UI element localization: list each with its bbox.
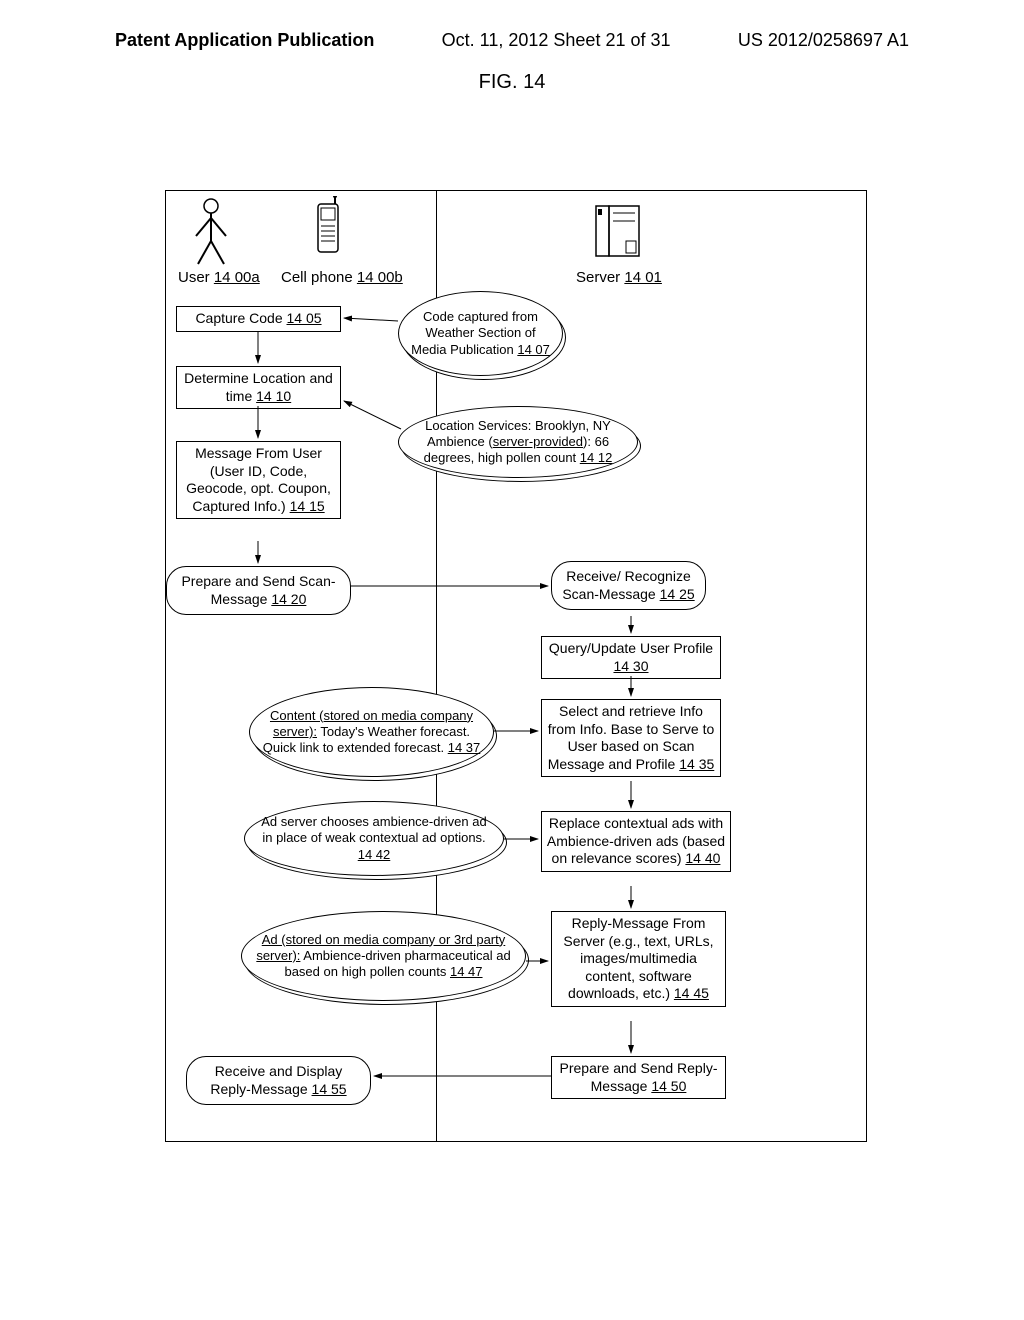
user-label: User 14 00a <box>178 269 260 286</box>
reply-message-server-box: Reply-Message From Server (e.g., text, U… <box>551 911 726 1007</box>
select-retrieve-info-box: Select and retrieve Info from Info. Base… <box>541 699 721 777</box>
phone-label: Cell phone 14 00b <box>281 269 403 286</box>
phone-icon <box>311 196 346 256</box>
message-from-user-box: Message From User (User ID, Code, Geocod… <box>176 441 341 519</box>
query-update-profile-box: Query/Update User Profile 14 30 <box>541 636 721 679</box>
header-date-sheet: Oct. 11, 2012 Sheet 21 of 31 <box>442 30 671 51</box>
ad-server-bubble: Ad server chooses ambience-driven ad in … <box>244 801 504 876</box>
ad-stored-bubble: Ad (stored on media company or 3rd party… <box>241 911 526 1001</box>
server-label: Server 14 01 <box>576 269 662 286</box>
server-icon <box>591 201 646 261</box>
location-services-bubble: Location Services: Brooklyn, NY Ambience… <box>398 406 638 478</box>
prepare-send-reply-box: Prepare and Send Reply-Message 14 50 <box>551 1056 726 1099</box>
code-captured-bubble: Code captured from Weather Section of Me… <box>398 291 563 376</box>
header-publication: Patent Application Publication <box>115 30 374 51</box>
figure-title: FIG. 14 <box>0 71 1024 94</box>
diagram-area: User 14 00a Cell phone 14 00b Server 14 … <box>165 190 867 1142</box>
header-patent-number: US 2012/0258697 A1 <box>738 30 909 51</box>
replace-contextual-ads-box: Replace contextual ads with Ambience-dri… <box>541 811 731 872</box>
capture-code-box: Capture Code 14 05 <box>176 306 341 332</box>
prepare-send-scan-box: Prepare and Send Scan-Message 14 20 <box>166 566 351 615</box>
determine-location-box: Determine Location and time 14 10 <box>176 366 341 409</box>
user-icon <box>186 196 236 266</box>
receive-recognize-scan-box: Receive/ Recognize Scan-Message 14 25 <box>551 561 706 610</box>
receive-display-reply-box: Receive and Display Reply-Message 14 55 <box>186 1056 371 1105</box>
content-bubble: Content (stored on media company server)… <box>249 687 494 777</box>
